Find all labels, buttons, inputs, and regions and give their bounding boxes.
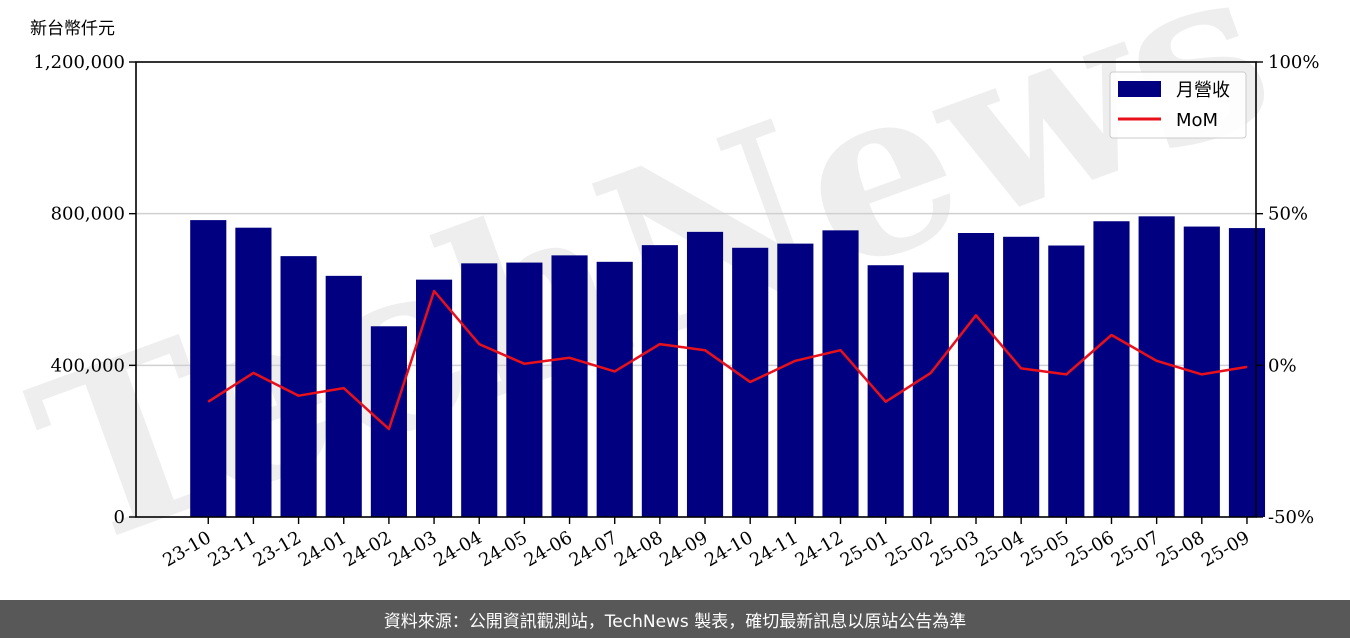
mom-series-line	[207, 289, 1248, 431]
y-axis-unit-label: 新台幣仟元	[30, 19, 115, 39]
mom-point	[252, 372, 254, 374]
revenue-bar	[506, 262, 543, 517]
revenue-bar	[912, 272, 949, 517]
mom-point	[930, 372, 932, 374]
x-tick-label: 24-05	[475, 527, 530, 571]
revenue-bar	[1093, 221, 1130, 517]
mom-point	[388, 428, 390, 430]
x-tick-label: 24-04	[430, 527, 485, 571]
left-tick-label: 1,200,000	[33, 52, 125, 73]
revenue-bar	[822, 230, 859, 517]
revenue-bar	[641, 245, 678, 517]
mom-line	[207, 289, 1248, 431]
mom-point	[614, 370, 616, 372]
mom-point	[298, 395, 300, 397]
mom-point	[704, 349, 706, 351]
x-tick-label: 25-02	[882, 527, 937, 571]
right-tick-label: -50%	[1268, 507, 1314, 528]
x-tick-label: 24-07	[566, 527, 621, 571]
mom-point	[794, 360, 796, 362]
revenue-bar	[867, 265, 904, 517]
revenue-bar	[461, 263, 498, 517]
legend-label-mom: MoM	[1176, 110, 1218, 131]
revenue-bar	[1138, 216, 1175, 517]
mom-point	[1020, 367, 1022, 369]
revenue-bar	[280, 256, 317, 517]
x-tick-label: 24-12	[792, 527, 847, 571]
x-tick-label: 24-08	[611, 527, 666, 571]
revenue-bar	[416, 279, 453, 517]
mom-point	[885, 401, 887, 403]
plot-frame	[135, 61, 1257, 518]
footer-text: 資料來源：公開資訊觀測站，TechNews 製表，確切最新訊息以原站公告為準	[383, 611, 967, 632]
x-tick-label: 24-06	[521, 527, 576, 571]
mom-point	[523, 363, 525, 365]
mom-point	[659, 343, 661, 345]
revenue-chart: TechNews 0400,000800,0001,200,000-50%0%5…	[4, 0, 1320, 600]
x-tick-label: 24-09	[656, 527, 711, 571]
mom-point	[207, 401, 209, 403]
mom-point	[840, 349, 842, 351]
left-tick-label: 800,000	[51, 204, 125, 225]
mom-point	[478, 343, 480, 345]
x-tick-label: 25-07	[1108, 527, 1163, 571]
x-tick-label: 25-04	[972, 527, 1027, 571]
x-tick-label: 25-06	[1063, 527, 1118, 571]
revenue-bar	[1048, 245, 1085, 517]
source-footer: 資料來源：公開資訊觀測站，TechNews 製表，確切最新訊息以原站公告為準	[0, 600, 1350, 638]
mom-point	[433, 290, 435, 292]
revenue-bar	[1228, 228, 1266, 517]
mom-point	[343, 387, 345, 389]
mom-point	[1110, 334, 1112, 336]
mom-point	[1065, 373, 1067, 375]
revenue-bar	[325, 275, 362, 517]
x-tick-label: 24-01	[295, 527, 350, 571]
right-tick-label: 0%	[1268, 355, 1297, 376]
legend-label-revenue: 月營收	[1176, 80, 1230, 101]
revenue-bar	[370, 326, 407, 517]
mom-point	[1201, 373, 1203, 375]
revenue-bar	[596, 261, 633, 517]
left-tick-label: 0	[114, 507, 125, 528]
x-tick-label: 25-01	[837, 527, 892, 571]
mom-point	[1156, 360, 1158, 362]
revenue-bar	[777, 243, 814, 517]
x-tick-label: 24-03	[385, 527, 440, 571]
revenue-bar	[1003, 236, 1040, 517]
revenue-bar	[551, 255, 588, 517]
mom-point	[569, 357, 571, 359]
mom-point	[975, 314, 977, 316]
x-tick-label: 24-11	[746, 527, 801, 571]
right-tick-label: 50%	[1268, 204, 1308, 225]
x-tick-label: 25-03	[927, 527, 982, 571]
mom-point	[1246, 366, 1248, 368]
right-tick-label: 100%	[1268, 52, 1319, 73]
legend-bar-swatch	[1118, 81, 1161, 97]
revenue-bar	[190, 220, 227, 518]
left-tick-label: 400,000	[51, 355, 125, 376]
x-tick-label: 25-09	[1198, 527, 1253, 571]
x-tick-label: 24-02	[340, 527, 395, 571]
revenue-bar	[957, 233, 995, 518]
legend: 月營收 MoM	[1109, 71, 1247, 139]
x-tick-label: 25-05	[1017, 527, 1072, 571]
x-tick-label: 25-08	[1153, 527, 1208, 571]
x-tick-label: 24-10	[701, 527, 756, 571]
mom-point	[749, 381, 751, 383]
revenue-bar	[686, 231, 724, 517]
